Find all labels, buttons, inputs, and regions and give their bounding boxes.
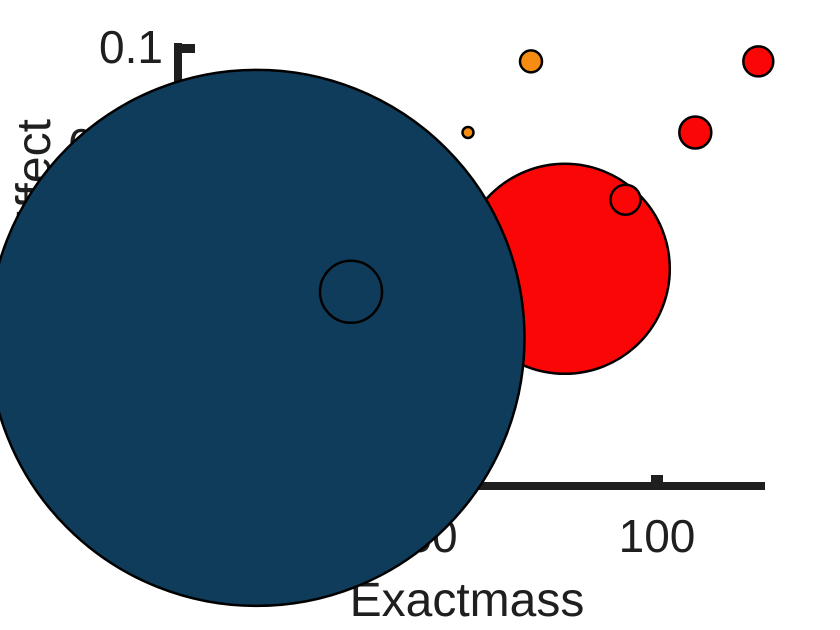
bubble-orange-1	[461, 125, 475, 140]
bubble-orange-0	[518, 49, 544, 74]
y-tick-label-0-1: 0.1	[99, 21, 163, 73]
bubble-red-3	[742, 45, 775, 78]
bubbles-layer	[0, 45, 775, 608]
x-tick-label-100: 100	[619, 510, 696, 562]
bubble-navy-0	[0, 68, 526, 608]
bubble-red-1	[609, 183, 642, 216]
bubble-red-2	[678, 115, 713, 150]
y-tick-mark-0-1	[182, 44, 195, 53]
x-axis-title: Exactmass	[350, 574, 585, 627]
x-tick-mark-100	[651, 475, 663, 482]
bubble-navy-1	[318, 259, 384, 325]
